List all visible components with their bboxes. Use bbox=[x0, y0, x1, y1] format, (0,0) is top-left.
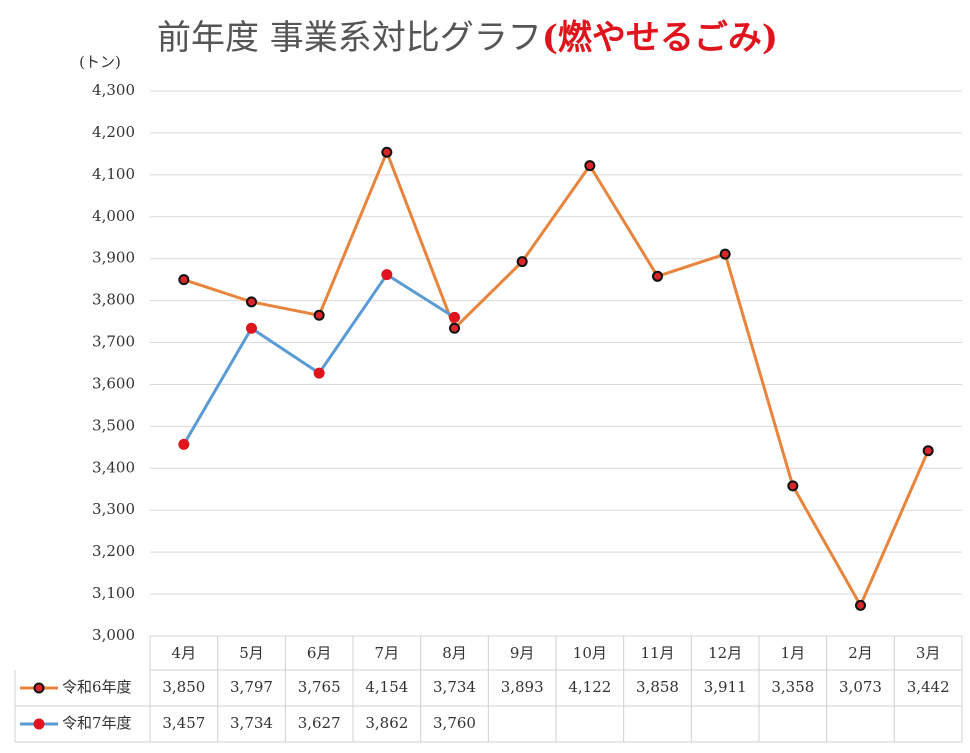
series-line bbox=[182, 273, 456, 446]
marker bbox=[787, 480, 799, 492]
marker bbox=[313, 367, 325, 379]
chart-title-highlight: (燃やせるごみ) bbox=[542, 18, 778, 58]
legend-marker bbox=[33, 718, 45, 730]
x-tick-label: 3月 bbox=[916, 644, 941, 662]
marker bbox=[652, 270, 663, 282]
x-tick-label: 4月 bbox=[172, 644, 197, 662]
table-value: 3,911 bbox=[704, 678, 747, 696]
legend-label: 令和6年度 bbox=[62, 678, 132, 696]
marker bbox=[855, 599, 866, 611]
x-tick-label: 9月 bbox=[510, 644, 535, 662]
chart-title-wrap: 前年度 事業系対比グラフ(燃やせるごみ) bbox=[157, 18, 778, 58]
marker bbox=[449, 311, 460, 323]
table-value: 3,073 bbox=[839, 678, 882, 696]
x-tick-label: 1月 bbox=[781, 644, 806, 662]
y-tick-label: 3,100 bbox=[92, 584, 135, 602]
y-tick-label: 4,100 bbox=[92, 165, 135, 183]
table-value: 3,797 bbox=[230, 678, 273, 696]
x-tick-label: 11月 bbox=[640, 644, 674, 662]
x-tick-label: 12月 bbox=[708, 644, 742, 662]
marker bbox=[178, 274, 190, 286]
y-tick-label: 3,300 bbox=[92, 500, 135, 518]
marker bbox=[719, 248, 731, 260]
marker bbox=[178, 438, 190, 450]
x-tick-label: 7月 bbox=[375, 644, 400, 662]
chart-title: 前年度 事業系対比グラフ bbox=[157, 18, 542, 58]
marker bbox=[584, 160, 596, 172]
x-tick-label: 6月 bbox=[307, 644, 332, 662]
y-axis-label: (トン) bbox=[79, 53, 121, 71]
table-value: 4,122 bbox=[568, 678, 611, 696]
marker bbox=[381, 146, 393, 158]
table-value: 3,734 bbox=[230, 714, 273, 732]
table-value: 3,442 bbox=[907, 678, 950, 696]
table-value: 3,627 bbox=[298, 714, 341, 732]
y-tick-label: 3,700 bbox=[92, 333, 135, 351]
y-tick-label: 3,600 bbox=[92, 374, 135, 392]
marker bbox=[246, 322, 257, 334]
x-tick-label: 10月 bbox=[573, 644, 607, 662]
y-tick-label: 3,800 bbox=[92, 291, 135, 309]
x-tick-label: 8月 bbox=[442, 644, 467, 662]
y-tick-label: 3,500 bbox=[92, 416, 135, 434]
marker bbox=[246, 296, 257, 308]
table-value: 3,862 bbox=[365, 714, 408, 732]
legend-label: 令和7年度 bbox=[62, 714, 132, 732]
x-tick-label: 5月 bbox=[239, 644, 264, 662]
table-value: 4,154 bbox=[365, 678, 408, 696]
legend-marker bbox=[33, 682, 45, 694]
y-tick-label: 3,400 bbox=[92, 458, 135, 476]
table-value: 3,457 bbox=[162, 714, 205, 732]
marker bbox=[381, 269, 393, 281]
marker bbox=[516, 256, 528, 268]
table-value: 3,760 bbox=[433, 714, 476, 732]
y-tick-label: 4,200 bbox=[92, 123, 135, 141]
table-value: 3,893 bbox=[501, 678, 544, 696]
table-value: 3,858 bbox=[636, 678, 679, 696]
y-tick-label: 4,300 bbox=[92, 81, 135, 99]
marker bbox=[922, 445, 934, 457]
marker bbox=[449, 322, 460, 334]
y-tick-label: 3,000 bbox=[92, 626, 135, 644]
table-value: 3,850 bbox=[162, 678, 205, 696]
table-value: 3,765 bbox=[298, 678, 341, 696]
table-value: 3,358 bbox=[771, 678, 814, 696]
table-value: 3,734 bbox=[433, 678, 476, 696]
x-tick-label: 2月 bbox=[848, 644, 873, 662]
y-tick-label: 3,200 bbox=[92, 542, 135, 560]
marker bbox=[313, 309, 325, 321]
y-tick-label: 4,000 bbox=[92, 207, 135, 225]
series-line bbox=[183, 150, 930, 607]
y-tick-label: 3,900 bbox=[92, 249, 135, 267]
